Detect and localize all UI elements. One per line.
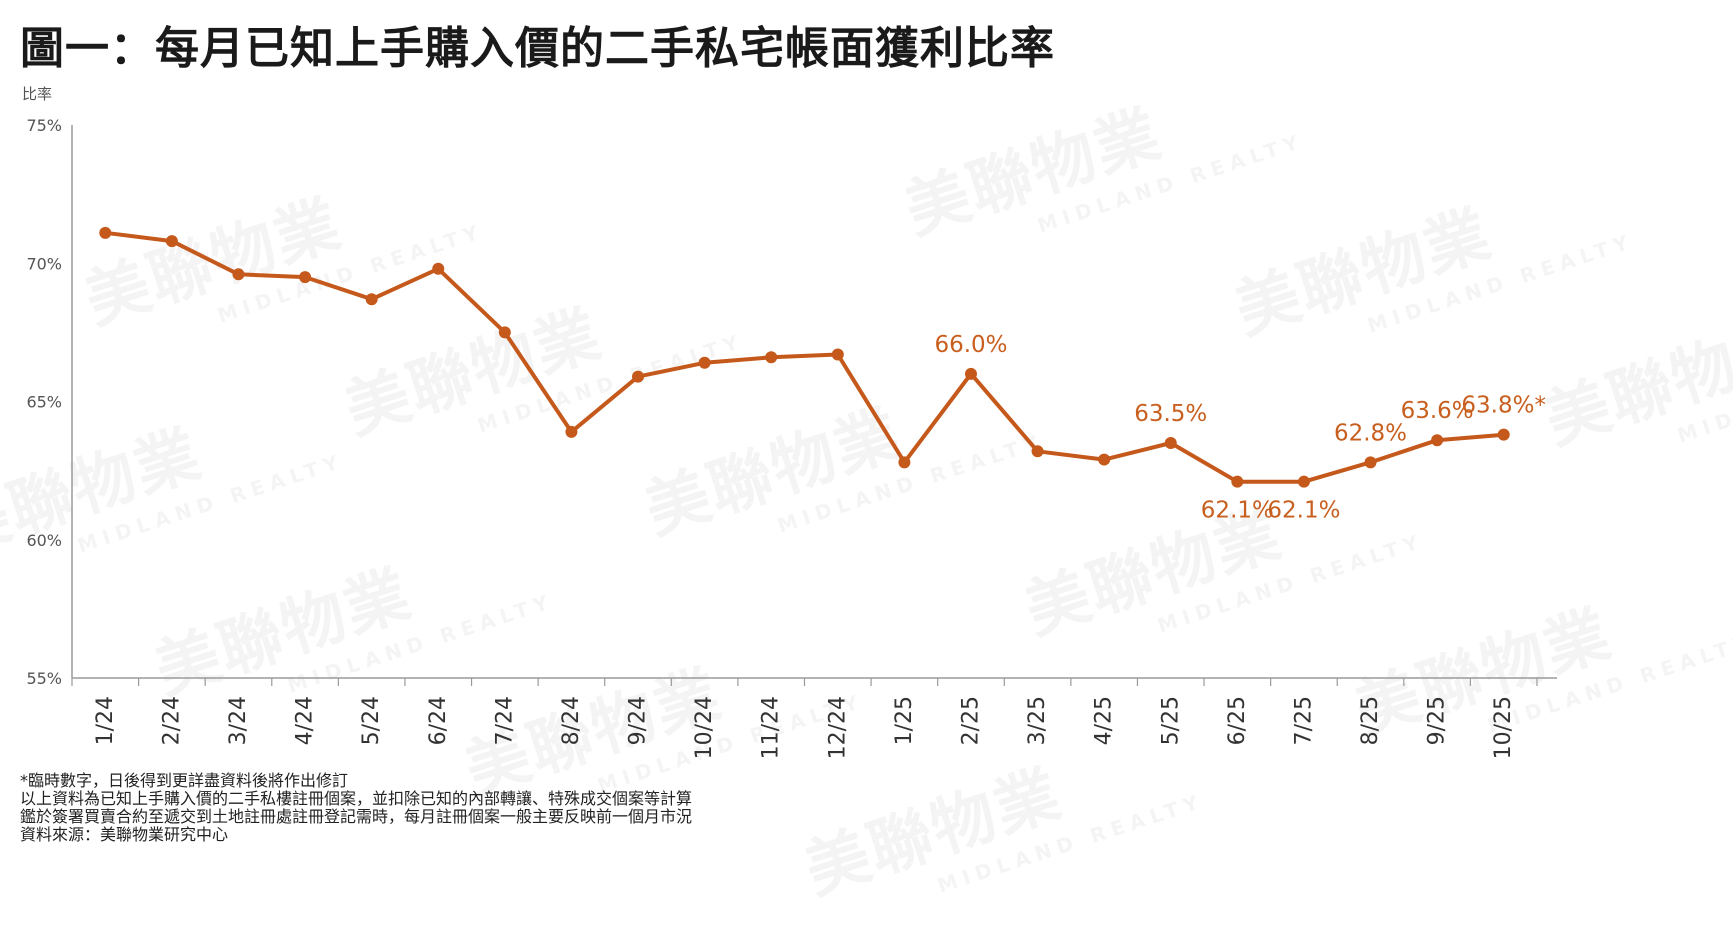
x-axis: 1/24 2/24 3/24 4/24 5/24 6/24 7/24 8/24 9/24 10/2… <box>71 677 1557 759</box>
data-point <box>964 367 977 380</box>
x-tick-label: 9/24 <box>626 696 651 745</box>
data-point <box>632 370 645 383</box>
footnote-registration: 鑑於簽署買賣合約至遞交到土地註冊處註冊登記需時，每月註冊個案一般主要反映前一個月… <box>20 807 693 826</box>
y-axis-title: 比率 <box>22 85 52 103</box>
data-point <box>565 425 578 438</box>
series-line <box>105 230 1504 484</box>
y-tick-label: 70% <box>26 254 62 273</box>
data-point <box>1364 456 1377 469</box>
data-point <box>498 326 511 339</box>
data-point <box>765 351 778 364</box>
data-point <box>831 348 844 361</box>
x-tick-label: 10/25 <box>1491 696 1516 759</box>
x-tick-label: 10/24 <box>692 696 717 759</box>
x-tick-label: 8/24 <box>559 696 584 745</box>
data-label: 66.0% <box>934 332 1007 358</box>
y-tick-label: 60% <box>26 531 62 550</box>
y-tick-label: 65% <box>26 393 62 412</box>
data-point <box>1431 434 1444 447</box>
x-tick-label: 2/25 <box>958 696 983 745</box>
data-point <box>99 226 112 239</box>
y-tick-label: 55% <box>26 669 62 688</box>
x-tick-label: 8/25 <box>1358 696 1383 745</box>
data-points <box>99 226 1510 488</box>
footnote-method: 以上資料為已知上手購入價的二手私樓註冊個案，並扣除已知的內部轉讓、特殊成交個案等… <box>20 789 693 808</box>
data-label: 63.8%* <box>1461 393 1546 419</box>
data-point <box>698 356 711 369</box>
data-label: 62.1% <box>1267 498 1340 524</box>
x-tick-label: 3/24 <box>226 696 251 745</box>
data-labels: 66.0% 63.5% 62.1%62.1% 62.8%63.6%63.8%* <box>934 332 1546 524</box>
data-label: 63.6% <box>1401 398 1474 424</box>
series-line-group <box>105 230 1504 484</box>
data-label: 62.1% <box>1201 498 1274 524</box>
x-tick-label: 11/24 <box>759 696 784 759</box>
data-point <box>365 293 378 306</box>
data-point <box>432 262 445 275</box>
data-point <box>1164 436 1177 449</box>
x-tick-label: 3/25 <box>1025 696 1050 745</box>
footnote-source: 資料來源：美聯物業研究中心 <box>20 825 229 844</box>
x-tick-label: 1/25 <box>892 696 917 745</box>
x-tick-label: 5/25 <box>1158 696 1183 745</box>
data-point <box>232 268 245 281</box>
data-point <box>1231 475 1244 488</box>
y-tick-label: 75% <box>26 116 62 135</box>
x-tick-label: 5/24 <box>359 696 384 745</box>
x-tick-label: 4/24 <box>293 696 318 745</box>
y-axis: 55% 60% 65% 70% 75% <box>26 116 73 688</box>
x-tick-label: 4/25 <box>1092 696 1117 745</box>
x-tick-label: 2/24 <box>159 696 184 745</box>
data-label: 63.5% <box>1134 401 1207 427</box>
data-label: 62.8% <box>1334 420 1407 446</box>
x-tick-label: 9/25 <box>1425 696 1450 745</box>
x-tick-label: 1/24 <box>93 696 118 745</box>
x-tick-label: 7/24 <box>492 696 517 745</box>
data-point <box>1031 445 1044 458</box>
x-tick-label: 12/24 <box>825 696 850 759</box>
footnote-provisional: *臨時數字，日後得到更詳盡資料後將作出修訂 <box>20 771 349 790</box>
data-point <box>1297 475 1310 488</box>
footnotes: *臨時數字，日後得到更詳盡資料後將作出修訂 以上資料為已知上手購入價的二手私樓註… <box>20 772 692 844</box>
data-point <box>299 271 312 284</box>
page-title: 圖一：每月已知上手購入價的二手私宅帳面獲利比率 <box>20 23 1055 74</box>
x-tick-label: 6/25 <box>1225 696 1250 745</box>
data-point <box>1098 453 1111 466</box>
data-point <box>165 235 178 248</box>
data-point <box>1497 428 1510 441</box>
line-chart: 比率 55% 60% 65% 70% 75% 1/24 2/24 3/24 4/24 5/24 6… <box>22 85 1557 759</box>
data-point <box>898 456 911 469</box>
x-tick-label: 6/24 <box>426 696 451 745</box>
x-tick-label: 7/25 <box>1291 696 1316 745</box>
